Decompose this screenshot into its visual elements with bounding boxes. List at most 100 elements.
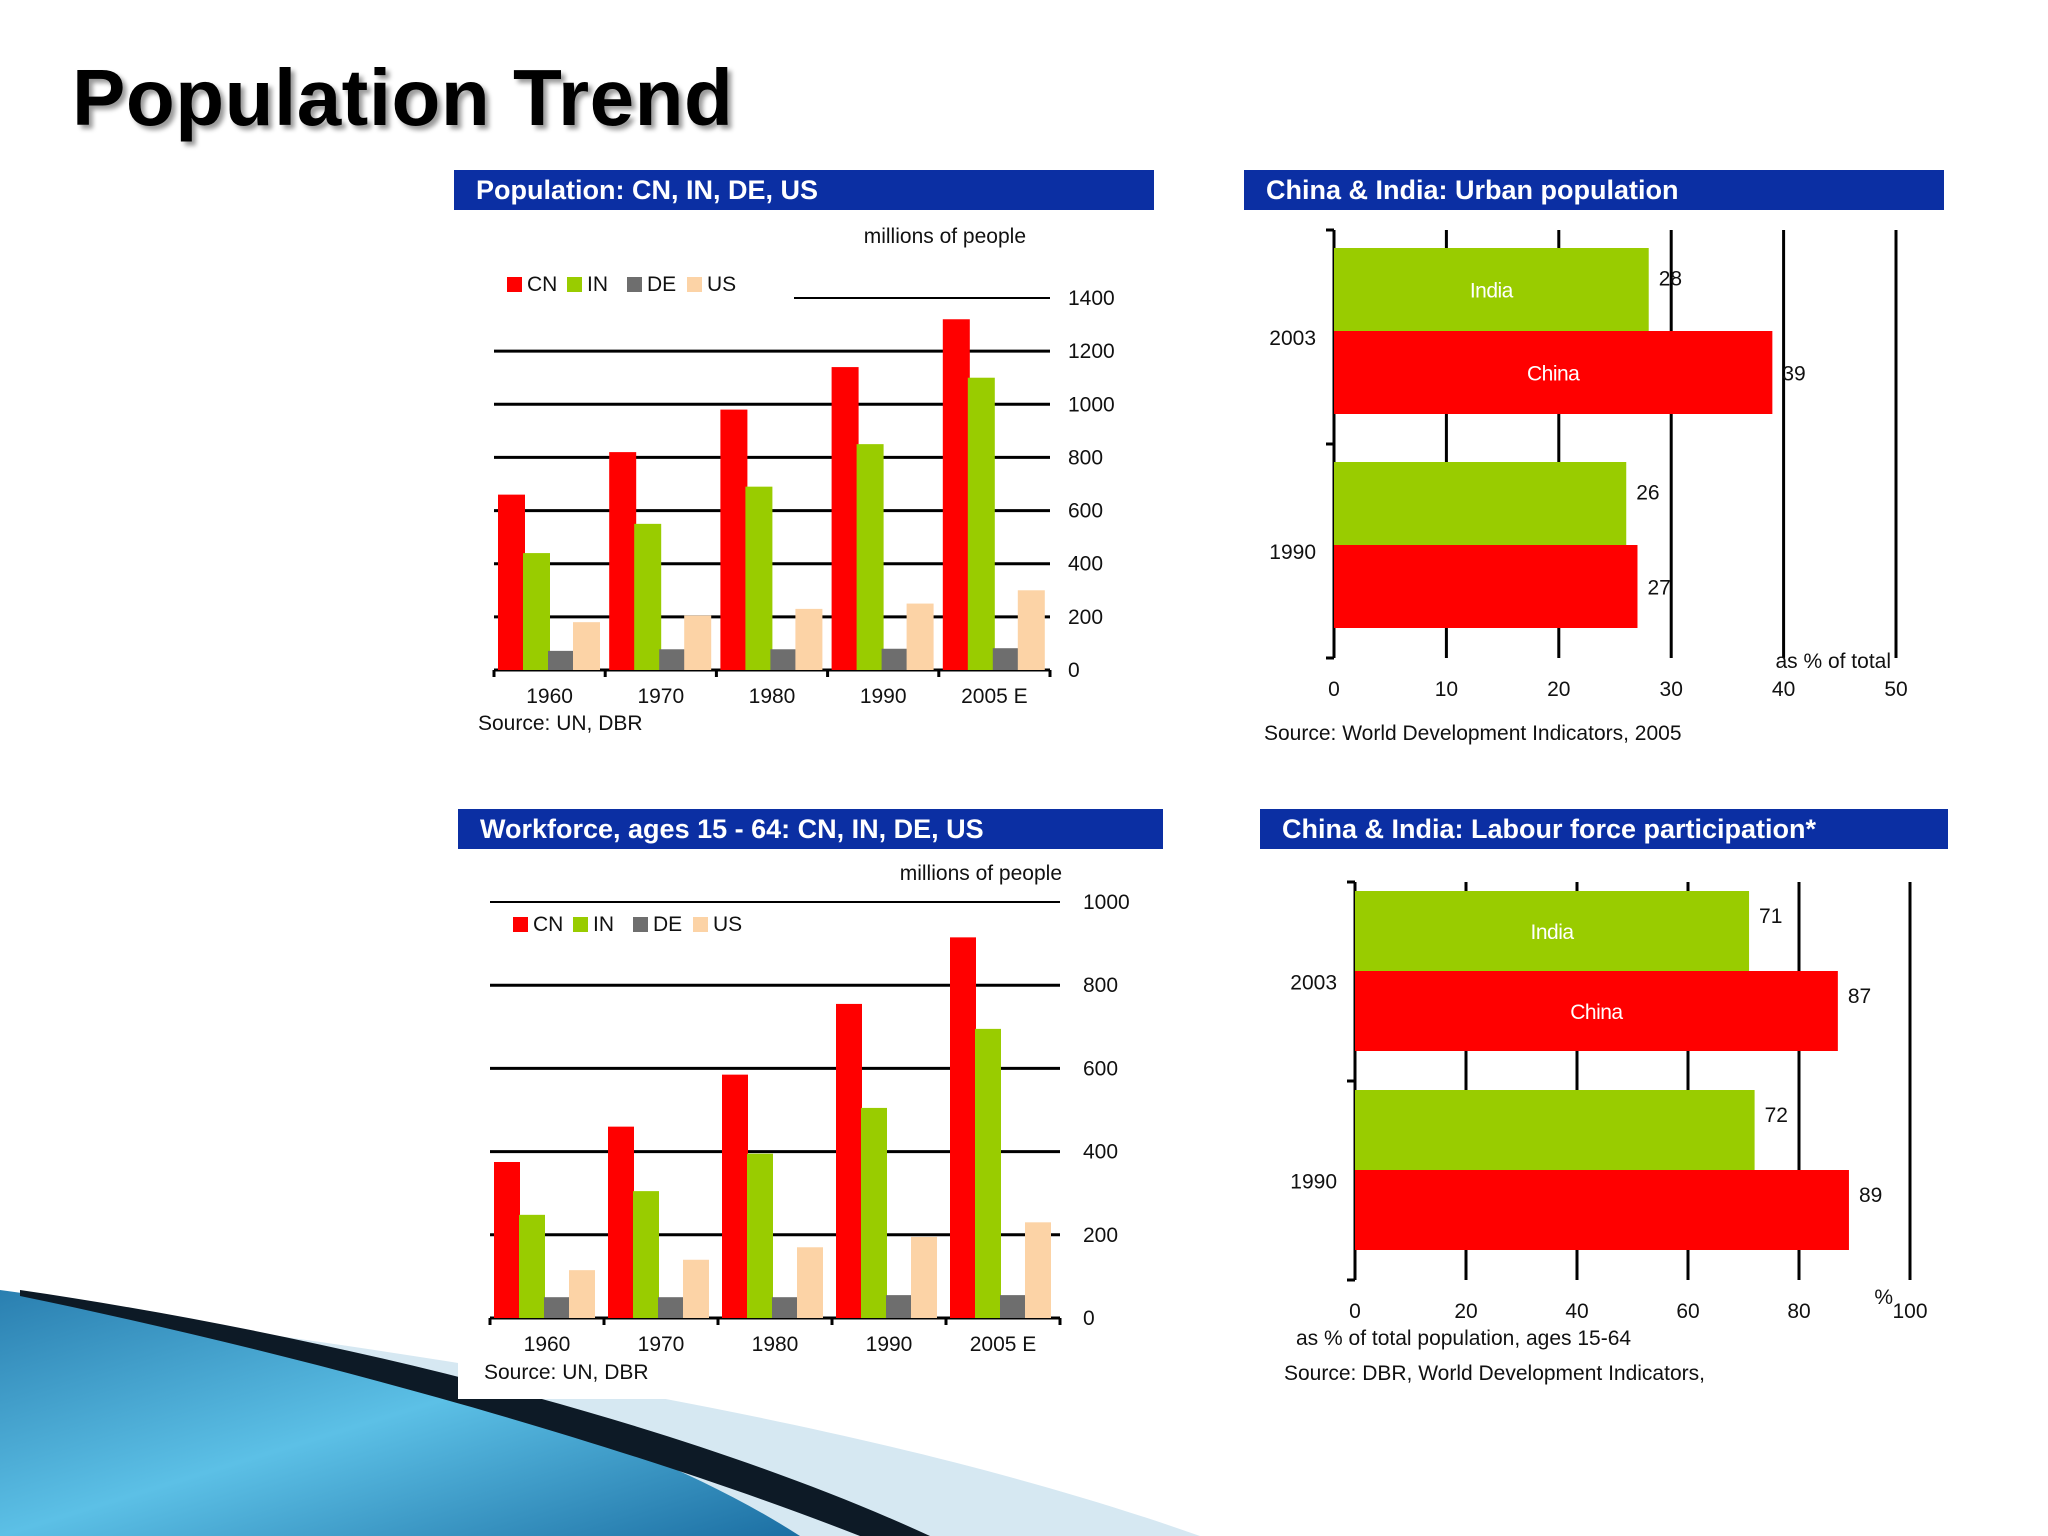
bar-de bbox=[770, 649, 798, 670]
units-label: millions of people bbox=[864, 225, 1026, 248]
bar-china bbox=[1355, 971, 1838, 1051]
bar-de bbox=[658, 1297, 684, 1318]
bar-in bbox=[745, 486, 773, 670]
legend-swatch-us bbox=[687, 277, 702, 292]
x-tick-label: 20 bbox=[1547, 678, 1570, 701]
bar-inner-label: India bbox=[1470, 280, 1514, 303]
legend-label: DE bbox=[653, 913, 682, 936]
axis-note: as % of total bbox=[1775, 650, 1891, 673]
x-tick-label: 2005 E bbox=[970, 1333, 1037, 1356]
legend-label: IN bbox=[587, 273, 608, 296]
legend-label: CN bbox=[527, 273, 557, 296]
bar-in bbox=[967, 377, 995, 670]
data-label: 26 bbox=[1636, 482, 1659, 505]
bar-cn bbox=[720, 409, 748, 670]
bar-us bbox=[573, 622, 600, 670]
bar-us bbox=[1017, 590, 1045, 670]
legend-swatch-cn bbox=[507, 277, 522, 292]
bar-us bbox=[684, 615, 712, 670]
x-tick-label: 1980 bbox=[749, 685, 796, 708]
chart-title: China & India: Labour force participatio… bbox=[1260, 809, 1948, 849]
y-tick-label: 200 bbox=[1083, 1224, 1118, 1247]
bar-in bbox=[633, 1191, 659, 1318]
bar-inner-label: China bbox=[1527, 363, 1580, 386]
chart-source: Source: World Development Indicators, 20… bbox=[1264, 722, 1682, 745]
x-tick-label: 1960 bbox=[526, 685, 573, 708]
bar-us bbox=[569, 1270, 595, 1318]
bar-cn bbox=[609, 452, 637, 670]
legend-label: IN bbox=[593, 913, 614, 936]
y-tick-label: 1000 bbox=[1068, 393, 1115, 416]
x-tick-label: 0 bbox=[1349, 1300, 1361, 1323]
legend-label: US bbox=[713, 913, 742, 936]
bar-de bbox=[544, 1297, 570, 1318]
bar-in bbox=[747, 1153, 773, 1318]
x-tick-label: 1990 bbox=[866, 1333, 913, 1356]
legend-swatch-in bbox=[573, 917, 588, 932]
x-tick-label: 1980 bbox=[752, 1333, 799, 1356]
bar-us bbox=[1025, 1222, 1051, 1318]
labour-participation-chart-panel: China & India: Labour force participatio… bbox=[1260, 809, 1950, 1399]
slide-title: Population Trend bbox=[72, 53, 734, 142]
bar-de bbox=[659, 649, 687, 670]
chart-title: Population: CN, IN, DE, US bbox=[454, 170, 1154, 210]
y-tick-label: 1400 bbox=[1068, 287, 1115, 310]
x-tick-label: 1970 bbox=[637, 685, 684, 708]
bar-in bbox=[519, 1214, 545, 1318]
chart-xlabel: as % of total population, ages 15-64 bbox=[1296, 1327, 1632, 1350]
x-tick-label: 100 bbox=[1892, 1300, 1927, 1323]
bar-in bbox=[975, 1028, 1001, 1318]
urban-population-chart-panel: China & India: Urban population 0 10 20 30 4… bbox=[1244, 170, 1944, 760]
x-tick-label: 80 bbox=[1787, 1300, 1810, 1323]
bar-china bbox=[1334, 545, 1638, 628]
x-tick-label: 30 bbox=[1660, 678, 1683, 701]
bar-cn bbox=[836, 1003, 862, 1318]
data-label: 27 bbox=[1647, 577, 1670, 600]
urban-population-chart: 0 10 20 30 40 50 28 India 39 China 2003 26 27 1990 as … bbox=[1269, 228, 1908, 701]
bar-us bbox=[797, 1247, 823, 1318]
chart-title: Workforce, ages 15 - 64: CN, IN, DE, US bbox=[458, 809, 1163, 849]
workforce-chart: millions of people 0 200 400 600 800 1000 1960 1… bbox=[488, 862, 1130, 1356]
bar-de bbox=[881, 648, 909, 670]
y-tick-label: 1000 bbox=[1083, 891, 1130, 914]
legend-swatch-de bbox=[633, 917, 648, 932]
x-tick-label: 1990 bbox=[860, 685, 907, 708]
bar-cn bbox=[498, 494, 525, 670]
y-tick-label: 600 bbox=[1068, 500, 1103, 523]
bar-cn bbox=[608, 1126, 634, 1318]
legend-swatch-de bbox=[627, 277, 642, 292]
bar-de bbox=[992, 648, 1020, 670]
y-tick-label: 0 bbox=[1068, 659, 1080, 682]
bar-inner-label: China bbox=[1570, 1001, 1623, 1024]
y-tick-label: 1990 bbox=[1290, 1171, 1337, 1194]
x-tick-label: 1960 bbox=[524, 1333, 571, 1356]
y-tick-label: 200 bbox=[1068, 606, 1103, 629]
x-tick-label: 40 bbox=[1772, 678, 1795, 701]
bar-in bbox=[634, 523, 662, 670]
data-label: 28 bbox=[1659, 268, 1682, 291]
data-label: 72 bbox=[1765, 1104, 1788, 1127]
chart-source: Source: DBR, World Development Indicator… bbox=[1284, 1362, 1705, 1385]
chart-source: Source: UN, DBR bbox=[478, 712, 643, 735]
y-tick-label: 400 bbox=[1083, 1141, 1118, 1164]
x-tick-label: 10 bbox=[1435, 678, 1458, 701]
bar-in bbox=[856, 444, 884, 670]
x-tick-label: 0 bbox=[1328, 678, 1340, 701]
workforce-chart-panel: Workforce, ages 15 - 64: CN, IN, DE, US … bbox=[458, 809, 1163, 1399]
chart-source: Source: UN, DBR bbox=[484, 1361, 649, 1384]
data-label: 39 bbox=[1782, 363, 1805, 386]
y-tick-label: 800 bbox=[1068, 446, 1103, 469]
bar-in bbox=[523, 553, 550, 670]
bar-de bbox=[1000, 1295, 1026, 1318]
bar-us bbox=[911, 1236, 937, 1318]
population-chart: millions of people 0 200 400 600 800 1000 1200 1… bbox=[492, 225, 1115, 708]
legend-label: DE bbox=[647, 273, 676, 296]
x-tick-label: 20 bbox=[1454, 1300, 1477, 1323]
y-tick-label: 600 bbox=[1083, 1057, 1118, 1080]
y-tick-label: 400 bbox=[1068, 553, 1103, 576]
bar-china bbox=[1334, 331, 1773, 414]
bar-india bbox=[1355, 1090, 1755, 1170]
bar-in bbox=[861, 1107, 887, 1318]
axis-note: % bbox=[1874, 1286, 1893, 1309]
legend-label: US bbox=[707, 273, 736, 296]
